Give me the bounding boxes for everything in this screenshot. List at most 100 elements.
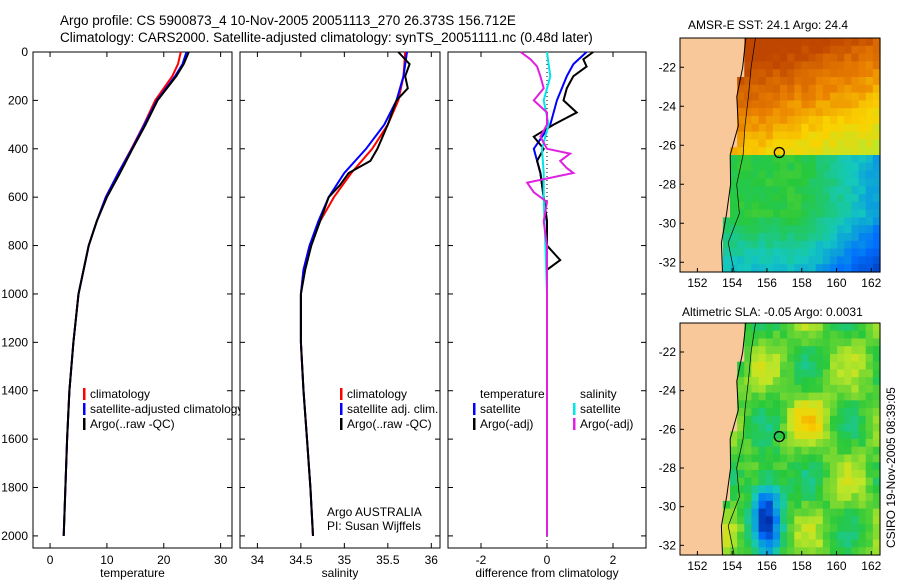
ocean-cell xyxy=(758,170,767,179)
ocean-cell xyxy=(787,155,795,164)
temperature-xlabel: temperature xyxy=(100,566,165,580)
ocean-cell xyxy=(744,61,753,70)
amsr_sst_map-frame xyxy=(679,37,881,273)
ocean-cell xyxy=(787,38,795,47)
ocean-cell xyxy=(844,178,853,187)
ocean-cell xyxy=(830,45,838,55)
land-cell xyxy=(715,500,724,510)
ocean-cell xyxy=(787,531,795,541)
altimetric_sla_map-xtick-label: 160 xyxy=(827,559,847,573)
ocean-cell xyxy=(858,539,867,548)
land-cell xyxy=(694,500,703,510)
ocean-cell xyxy=(751,108,760,117)
ocean-cell xyxy=(772,170,781,179)
ocean-cell xyxy=(815,225,824,234)
ocean-cell xyxy=(758,330,767,340)
land-cell xyxy=(694,485,703,494)
land-cell xyxy=(730,408,738,417)
ocean-cell xyxy=(751,323,760,332)
ocean-cell xyxy=(830,500,838,510)
ocean-cell xyxy=(851,493,860,502)
ocean-cell xyxy=(765,400,774,409)
ocean-cell xyxy=(815,147,824,156)
ocean-cell xyxy=(787,469,795,479)
ocean-cell xyxy=(772,45,781,55)
ocean-cell xyxy=(751,408,760,417)
ocean-cell xyxy=(780,330,788,340)
land-cell xyxy=(694,123,703,133)
ocean-cell xyxy=(844,516,853,525)
salinity-legend-label: climatology xyxy=(347,387,407,401)
ocean-cell xyxy=(822,77,831,86)
ocean-cell xyxy=(808,423,817,432)
land-cell xyxy=(701,147,710,156)
ocean-cell xyxy=(751,454,760,463)
land-cell xyxy=(701,256,710,265)
land-cell xyxy=(730,377,738,386)
ocean-cell xyxy=(801,162,810,172)
land-cell xyxy=(708,524,717,533)
ocean-cell xyxy=(872,209,881,218)
land-cell xyxy=(694,201,703,211)
ocean-cell xyxy=(830,539,838,548)
ocean-cell xyxy=(787,45,795,55)
ocean-cell xyxy=(737,100,745,109)
land-cell xyxy=(687,248,695,257)
land-cell xyxy=(715,477,724,486)
land-cell xyxy=(694,392,703,401)
ocean-cell xyxy=(844,69,853,78)
ocean-cell xyxy=(837,462,845,471)
ocean-cell xyxy=(872,400,881,409)
sst-map-title: AMSR-E SST: 24.1 Argo: 24.4 xyxy=(688,18,849,32)
ocean-cell xyxy=(808,539,817,548)
land-cell xyxy=(694,178,703,187)
ocean-cell xyxy=(865,524,874,533)
amsr_sst_map-bathymetry-contour xyxy=(727,37,756,273)
ocean-cell xyxy=(751,485,760,494)
ocean-cell xyxy=(794,338,803,347)
ocean-cell xyxy=(801,539,810,548)
ocean-cell xyxy=(751,217,760,226)
ocean-cell xyxy=(837,531,845,541)
ocean-cell xyxy=(815,84,824,94)
land-cell xyxy=(687,217,695,226)
land-cell xyxy=(708,508,717,517)
ocean-cell xyxy=(722,547,731,556)
land-cell xyxy=(708,369,717,378)
ocean-cell xyxy=(780,155,788,164)
ocean-cell xyxy=(744,353,753,363)
ocean-cell xyxy=(844,225,853,234)
ocean-cell xyxy=(872,454,881,463)
land-cell xyxy=(708,446,717,456)
ocean-cell xyxy=(765,162,774,172)
ocean-cell xyxy=(737,84,745,94)
land-cell xyxy=(722,147,731,156)
land-cell xyxy=(687,524,695,533)
land-cell xyxy=(680,139,688,148)
ocean-cell xyxy=(794,38,803,47)
salinity-legend-swatch xyxy=(340,388,343,400)
land-cell xyxy=(708,194,717,203)
ocean-cell xyxy=(858,400,867,409)
ocean-cell xyxy=(794,377,803,386)
land-cell xyxy=(687,431,695,440)
ocean-cell xyxy=(865,45,874,55)
ocean-cell xyxy=(815,400,824,409)
ocean-cell xyxy=(758,408,767,417)
ocean-cell xyxy=(780,377,788,386)
ocean-cell xyxy=(744,217,753,226)
ocean-cell xyxy=(758,38,767,47)
ocean-cell xyxy=(772,264,781,273)
ocean-cell xyxy=(751,45,760,55)
ocean-cell xyxy=(780,194,788,203)
ocean-cell xyxy=(765,45,774,55)
ocean-cell xyxy=(844,338,853,347)
ocean-cell xyxy=(794,116,803,125)
ocean-cell xyxy=(822,508,831,517)
ocean-cell xyxy=(737,369,745,378)
ocean-cell xyxy=(815,45,824,55)
ocean-cell xyxy=(772,139,781,148)
ocean-cell xyxy=(851,477,860,486)
ocean-cell xyxy=(801,384,810,394)
land-cell xyxy=(694,338,703,347)
